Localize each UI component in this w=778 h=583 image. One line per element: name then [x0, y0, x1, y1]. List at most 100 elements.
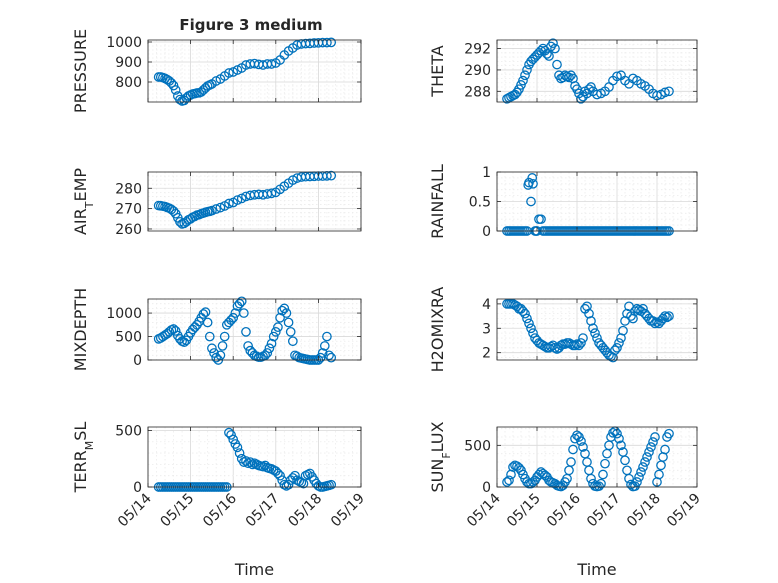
grid-lines	[496, 298, 698, 360]
y-tick-label: 3	[482, 321, 491, 337]
data-point	[283, 479, 294, 490]
y-tick-label: 500	[464, 438, 491, 454]
data-point	[552, 59, 562, 70]
data-point	[566, 457, 576, 467]
data-point	[175, 94, 185, 105]
data-point	[660, 444, 670, 455]
data-point	[548, 38, 558, 49]
data-point	[576, 436, 586, 447]
series-markers	[502, 38, 674, 104]
data-point	[570, 340, 580, 351]
data-point	[664, 428, 674, 439]
data-point	[324, 350, 334, 361]
data-point	[281, 308, 292, 318]
data-point	[215, 202, 226, 213]
data-point	[287, 336, 298, 347]
data-point	[239, 308, 249, 318]
y-tick-label: 0	[133, 480, 142, 496]
data-point	[262, 348, 273, 358]
data-point	[226, 430, 236, 440]
data-point	[207, 343, 217, 354]
data-point	[228, 312, 239, 323]
data-point	[326, 479, 337, 490]
y-tick-label: 292	[464, 42, 491, 58]
data-point	[592, 333, 602, 343]
axes-box	[496, 298, 698, 361]
subplot-1: 800 900 1000 PRESSURE	[71, 29, 362, 113]
data-point	[628, 313, 638, 324]
data-point	[520, 308, 530, 319]
data-point	[586, 473, 596, 484]
y-tick-label: 500	[115, 330, 142, 346]
data-point	[224, 68, 234, 78]
data-point	[234, 298, 245, 309]
data-point	[202, 317, 213, 328]
data-point	[207, 205, 217, 216]
data-point	[658, 313, 668, 324]
y-tick-label: 288	[464, 84, 491, 100]
y-tick-label: 1000	[106, 306, 142, 322]
data-point	[245, 457, 256, 467]
data-point	[326, 352, 337, 363]
data-point	[600, 458, 610, 469]
data-point	[634, 472, 644, 482]
data-point	[211, 204, 222, 214]
data-point	[536, 214, 546, 225]
y-tick-label: 500	[115, 423, 142, 439]
data-point	[236, 296, 247, 307]
data-point	[650, 432, 660, 442]
data-point	[638, 303, 648, 314]
data-point	[228, 434, 239, 445]
data-point	[616, 440, 626, 451]
data-point	[322, 37, 332, 48]
subplot-4: 0 0.5 1 RAINFALL	[428, 164, 698, 240]
data-point	[594, 481, 604, 492]
data-point	[234, 448, 245, 458]
data-point	[279, 303, 290, 314]
y-tick-label: 800	[115, 75, 142, 91]
data-point	[644, 447, 654, 457]
data-point	[168, 80, 179, 91]
data-point	[283, 317, 294, 328]
y-axis-label: PRESSURE	[71, 29, 90, 113]
data-point	[582, 301, 592, 312]
data-point	[578, 333, 588, 343]
axes-box	[496, 39, 698, 103]
data-point	[544, 51, 554, 61]
data-point	[239, 457, 249, 467]
data-point	[266, 188, 277, 199]
data-point	[266, 338, 277, 349]
data-point	[292, 351, 302, 362]
data-point	[654, 469, 664, 480]
y-tick-label: 1	[482, 165, 491, 181]
data-point	[612, 71, 622, 82]
data-point	[270, 326, 281, 337]
data-point	[217, 341, 228, 351]
data-point	[285, 326, 296, 337]
data-point	[322, 331, 332, 342]
data-point	[268, 331, 279, 342]
series-markers	[502, 299, 674, 363]
data-point	[550, 43, 560, 54]
data-point	[326, 37, 337, 48]
data-point	[528, 328, 538, 339]
axes-box	[147, 426, 362, 488]
data-point	[264, 343, 275, 354]
subplot-3: 260 270 280 AIRTEMP	[71, 168, 362, 238]
data-point	[636, 467, 646, 477]
y-axis-label: THETA	[428, 45, 447, 97]
data-point	[170, 85, 181, 95]
data-point	[526, 196, 536, 207]
data-point	[232, 442, 243, 453]
data-point	[504, 475, 514, 486]
subplot-2: 288 290 292 THETA	[428, 38, 698, 104]
y-tick-label: 260	[115, 222, 142, 238]
data-point	[502, 477, 512, 487]
data-point	[273, 322, 283, 333]
data-point	[232, 195, 243, 205]
data-point	[640, 457, 650, 467]
axes-box	[147, 39, 362, 103]
data-point	[664, 86, 674, 97]
data-point	[279, 479, 290, 490]
